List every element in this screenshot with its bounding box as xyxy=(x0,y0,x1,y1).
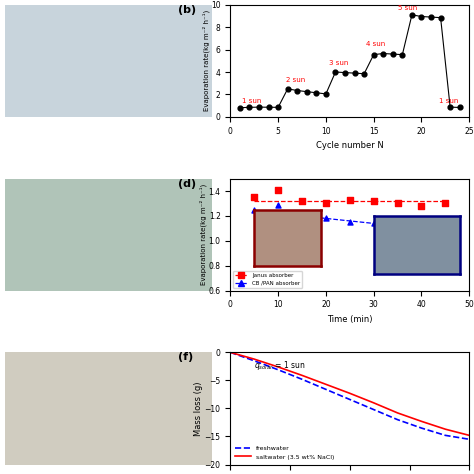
CB /PAN absorber xyxy=(250,206,258,213)
Point xyxy=(255,103,263,111)
saltwater (3.5 wt% NaCl) xyxy=(443,426,448,432)
saltwater (3.5 wt% NaCl) xyxy=(347,391,353,396)
Point xyxy=(399,51,406,58)
CB /PAN absorber xyxy=(418,225,425,232)
Point xyxy=(418,13,425,20)
Point xyxy=(265,103,273,111)
Text: (b): (b) xyxy=(178,5,196,15)
Point xyxy=(456,104,464,111)
freshwater xyxy=(419,425,424,431)
X-axis label: Cycle number N: Cycle number N xyxy=(316,141,383,150)
Text: 1 sun: 1 sun xyxy=(242,98,261,104)
Point xyxy=(408,11,416,18)
Line: freshwater: freshwater xyxy=(230,352,469,439)
Y-axis label: Mass loss (g): Mass loss (g) xyxy=(194,381,203,436)
Point xyxy=(447,103,454,111)
saltwater (3.5 wt% NaCl) xyxy=(395,410,401,416)
freshwater xyxy=(395,417,401,422)
Point xyxy=(360,70,368,78)
Janus absorber xyxy=(442,200,449,207)
Point xyxy=(389,50,397,58)
saltwater (3.5 wt% NaCl) xyxy=(299,373,305,378)
Point xyxy=(332,68,339,76)
saltwater (3.5 wt% NaCl) xyxy=(251,356,257,362)
Point xyxy=(437,14,445,21)
CB /PAN absorber xyxy=(370,219,377,227)
Text: (d): (d) xyxy=(178,179,196,189)
Text: 3 sun: 3 sun xyxy=(329,60,348,66)
saltwater (3.5 wt% NaCl) xyxy=(275,364,281,370)
saltwater (3.5 wt% NaCl) xyxy=(419,419,424,424)
freshwater xyxy=(251,358,257,364)
Y-axis label: Evaporation rate(kg m⁻² h⁻¹): Evaporation rate(kg m⁻² h⁻¹) xyxy=(200,184,207,285)
freshwater xyxy=(466,437,472,442)
Point xyxy=(246,103,253,111)
Text: 4 sun: 4 sun xyxy=(366,41,385,47)
CB /PAN absorber xyxy=(346,219,354,226)
X-axis label: Time (min): Time (min) xyxy=(327,315,373,324)
Point xyxy=(303,88,310,95)
CB /PAN absorber xyxy=(274,201,282,209)
freshwater xyxy=(371,407,376,412)
Point xyxy=(351,69,358,77)
Text: 5 sun: 5 sun xyxy=(398,5,417,11)
Point xyxy=(236,104,244,111)
Janus absorber xyxy=(250,193,258,201)
Janus absorber xyxy=(370,197,377,205)
Text: 1 sun: 1 sun xyxy=(438,98,458,104)
Point xyxy=(284,85,292,92)
Point xyxy=(341,69,349,76)
Legend: Janus absorber, CB /PAN absorber: Janus absorber, CB /PAN absorber xyxy=(233,271,302,288)
Janus absorber xyxy=(394,200,401,207)
saltwater (3.5 wt% NaCl) xyxy=(371,400,376,406)
Y-axis label: Evaporation rate(kg m⁻² h⁻¹): Evaporation rate(kg m⁻² h⁻¹) xyxy=(202,10,210,111)
Janus absorber xyxy=(346,196,354,203)
Point xyxy=(380,50,387,57)
freshwater xyxy=(228,349,233,355)
CB /PAN absorber xyxy=(394,222,401,230)
Text: (f): (f) xyxy=(178,352,193,363)
CB /PAN absorber xyxy=(298,210,306,217)
freshwater xyxy=(347,397,353,402)
CB /PAN absorber xyxy=(322,215,330,222)
Janus absorber xyxy=(274,186,282,193)
saltwater (3.5 wt% NaCl) xyxy=(466,432,472,438)
Janus absorber xyxy=(298,197,306,205)
Text: $q_{solar}$ = 1 sun: $q_{solar}$ = 1 sun xyxy=(254,359,306,372)
Janus absorber xyxy=(418,202,425,210)
Point xyxy=(322,90,330,98)
Point xyxy=(293,87,301,94)
Line: saltwater (3.5 wt% NaCl): saltwater (3.5 wt% NaCl) xyxy=(230,352,469,435)
CB /PAN absorber xyxy=(442,226,449,233)
saltwater (3.5 wt% NaCl) xyxy=(323,382,329,387)
Point xyxy=(274,103,282,111)
Janus absorber xyxy=(322,200,330,207)
freshwater xyxy=(275,367,281,373)
Legend: freshwater, saltwater (3.5 wt% NaCl): freshwater, saltwater (3.5 wt% NaCl) xyxy=(234,444,336,461)
Point xyxy=(370,51,377,58)
Text: 2 sun: 2 sun xyxy=(286,77,305,83)
freshwater xyxy=(443,432,448,438)
freshwater xyxy=(299,376,305,382)
Point xyxy=(312,89,320,97)
saltwater (3.5 wt% NaCl) xyxy=(228,349,233,355)
Point xyxy=(427,13,435,21)
freshwater xyxy=(323,386,329,392)
